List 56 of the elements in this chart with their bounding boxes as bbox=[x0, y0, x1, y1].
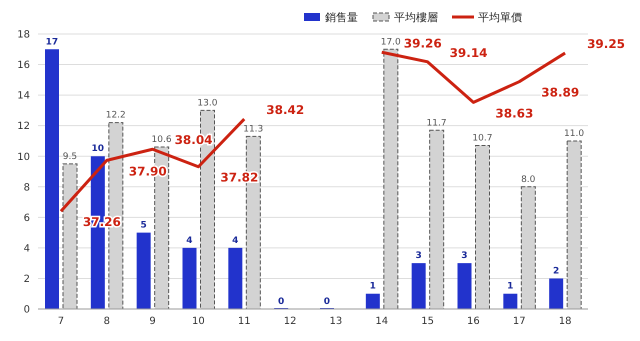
x-tick-label: 18 bbox=[558, 316, 572, 328]
data-label: 11.7 bbox=[426, 118, 447, 128]
data-label: 38.89 bbox=[541, 86, 580, 100]
legend-label: 銷售量 bbox=[325, 10, 358, 24]
data-label: 3 bbox=[461, 251, 468, 262]
x-tick-label: 12 bbox=[284, 316, 296, 328]
data-label: 3 bbox=[415, 251, 422, 262]
data-label: 38.63 bbox=[495, 106, 534, 120]
y-tick-label: 2 bbox=[24, 274, 30, 285]
data-label: 1 bbox=[507, 282, 514, 292]
data-label: 0 bbox=[278, 297, 284, 307]
x-tick-label: 10 bbox=[192, 316, 205, 328]
x-tick-label: 17 bbox=[512, 316, 526, 328]
data-label: 2 bbox=[552, 266, 560, 276]
data-label: 5 bbox=[140, 220, 147, 231]
x-tick-label: 7 bbox=[58, 316, 64, 328]
data-label: 13.0 bbox=[197, 98, 218, 108]
data-label: 1 bbox=[370, 282, 376, 292]
legend-label: 平均樓層 bbox=[394, 10, 438, 24]
data-label: 9.5 bbox=[62, 152, 78, 162]
x-tick-label: 13 bbox=[330, 316, 342, 328]
data-label: 17 bbox=[46, 37, 58, 48]
x-tick-label: 11 bbox=[238, 316, 251, 328]
y-tick-label: 12 bbox=[17, 121, 30, 132]
x-tick-label: 16 bbox=[467, 316, 480, 328]
data-label: 10 bbox=[91, 144, 104, 154]
x-tick-label: 9 bbox=[149, 316, 156, 328]
data-label: 11.0 bbox=[564, 128, 584, 139]
data-label: 8.0 bbox=[521, 174, 536, 185]
y-tick-label: 0 bbox=[24, 304, 30, 316]
data-label: 39.26 bbox=[404, 36, 442, 50]
data-label: 39.14 bbox=[450, 46, 488, 60]
data-label: 38.04 bbox=[174, 133, 213, 148]
data-label: 4 bbox=[186, 236, 193, 246]
data-label: 37.90 bbox=[128, 164, 167, 178]
y-tick-label: 14 bbox=[17, 90, 30, 102]
y-tick-label: 6 bbox=[24, 212, 30, 224]
data-label: 37.82 bbox=[220, 170, 258, 185]
data-label: 10.7 bbox=[472, 134, 492, 144]
y-tick-label: 16 bbox=[17, 60, 30, 72]
x-tick-label: 8 bbox=[104, 316, 110, 328]
legend-label: 平均單價 bbox=[478, 10, 522, 24]
data-label: 39.25 bbox=[587, 37, 626, 52]
y-tick-label: 18 bbox=[17, 30, 30, 41]
y-tick-label: 8 bbox=[24, 182, 30, 194]
data-label: 17.0 bbox=[380, 37, 402, 48]
y-tick-label: 4 bbox=[24, 243, 30, 254]
y-tick-label: 10 bbox=[17, 152, 30, 163]
x-tick-label: 15 bbox=[421, 316, 434, 328]
data-label: 38.42 bbox=[266, 103, 304, 118]
data-label: 12.2 bbox=[106, 110, 126, 121]
data-label: 11.3 bbox=[243, 124, 264, 134]
data-label: 4 bbox=[232, 236, 238, 246]
data-label: 10.6 bbox=[152, 135, 172, 146]
x-tick-label: 14 bbox=[375, 316, 388, 328]
data-label: 0 bbox=[324, 297, 330, 307]
